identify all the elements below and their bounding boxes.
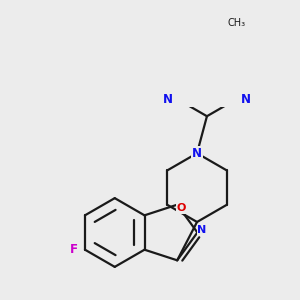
Text: N: N [241, 92, 251, 106]
Text: CH₃: CH₃ [227, 18, 246, 28]
Text: N: N [192, 147, 202, 160]
Text: N: N [197, 225, 207, 235]
Text: N: N [163, 92, 173, 106]
Text: F: F [70, 243, 78, 256]
Text: O: O [176, 203, 186, 213]
